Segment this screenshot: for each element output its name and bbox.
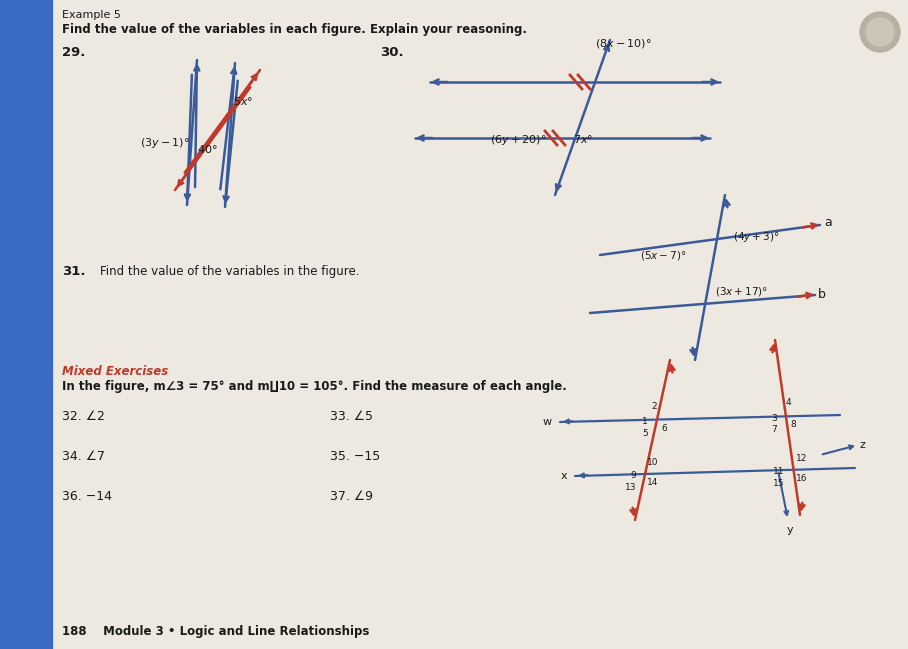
Text: $(8x-10)°$: $(8x-10)°$ bbox=[595, 37, 652, 50]
Text: 37. ∠9: 37. ∠9 bbox=[330, 490, 373, 503]
Text: 14: 14 bbox=[647, 478, 658, 487]
Text: x: x bbox=[560, 471, 567, 481]
Text: 16: 16 bbox=[795, 474, 807, 483]
Text: z: z bbox=[860, 440, 866, 450]
Text: 32. ∠2: 32. ∠2 bbox=[62, 410, 105, 423]
Text: Find the value of the variables in each figure. Explain your reasoning.: Find the value of the variables in each … bbox=[62, 23, 527, 36]
Text: w: w bbox=[543, 417, 552, 427]
Text: Example 5: Example 5 bbox=[62, 10, 121, 20]
Text: 15: 15 bbox=[773, 479, 785, 488]
Bar bbox=[0, 0, 52, 649]
Text: 36. −14: 36. −14 bbox=[62, 490, 112, 503]
Text: 188    Module 3 • Logic and Line Relationships: 188 Module 3 • Logic and Line Relationsh… bbox=[62, 625, 370, 638]
Text: a: a bbox=[824, 217, 832, 230]
Text: Mixed Exercises: Mixed Exercises bbox=[62, 365, 168, 378]
Text: 5: 5 bbox=[642, 428, 648, 437]
Text: 12: 12 bbox=[795, 454, 807, 463]
Text: 35. −15: 35. −15 bbox=[330, 450, 380, 463]
Text: 34. ∠7: 34. ∠7 bbox=[62, 450, 105, 463]
Circle shape bbox=[860, 12, 900, 52]
Text: $(3y-1)°$: $(3y-1)°$ bbox=[140, 136, 190, 150]
Text: $40°$: $40°$ bbox=[197, 143, 218, 155]
Text: 29.: 29. bbox=[62, 46, 85, 59]
Text: 31.: 31. bbox=[62, 265, 85, 278]
Text: $7x°$: $7x°$ bbox=[573, 133, 593, 145]
Text: Find the value of the variables in the figure.: Find the value of the variables in the f… bbox=[100, 265, 360, 278]
Text: 6: 6 bbox=[661, 424, 666, 433]
Text: $5x°$: $5x°$ bbox=[233, 95, 253, 107]
Circle shape bbox=[866, 18, 894, 46]
Text: 13: 13 bbox=[625, 483, 637, 492]
Text: In the figure, m∠3 = 75° and m∐10 = 105°. Find the measure of each angle.: In the figure, m∠3 = 75° and m∐10 = 105°… bbox=[62, 380, 567, 393]
Text: 10: 10 bbox=[647, 458, 658, 467]
Text: 30.: 30. bbox=[380, 46, 404, 59]
Text: 1: 1 bbox=[642, 417, 648, 426]
Text: 9: 9 bbox=[630, 471, 637, 480]
Text: y: y bbox=[786, 525, 794, 535]
Text: $(3x+17)°$: $(3x+17)°$ bbox=[715, 285, 768, 298]
Text: 33. ∠5: 33. ∠5 bbox=[330, 410, 373, 423]
Text: 2: 2 bbox=[651, 402, 656, 411]
Text: 11: 11 bbox=[773, 467, 785, 476]
Text: b: b bbox=[818, 288, 826, 300]
Text: 8: 8 bbox=[790, 421, 795, 430]
Text: $(5x-7)°$: $(5x-7)°$ bbox=[640, 249, 686, 262]
Text: 3: 3 bbox=[771, 414, 777, 423]
Text: $(6y+20)°$: $(6y+20)°$ bbox=[490, 133, 547, 147]
Text: 4: 4 bbox=[785, 398, 791, 408]
Text: 7: 7 bbox=[771, 425, 777, 434]
Text: $(4y+3)°$: $(4y+3)°$ bbox=[733, 230, 779, 244]
